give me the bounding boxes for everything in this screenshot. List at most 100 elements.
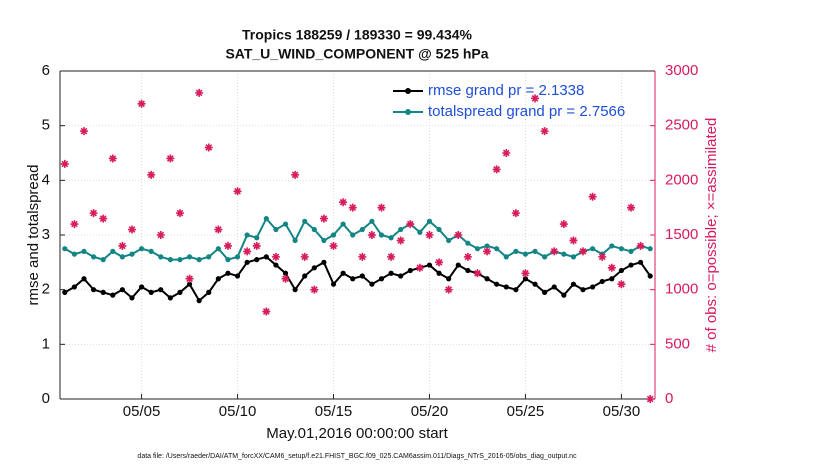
- series-marker: [436, 226, 442, 233]
- series-marker: [311, 226, 317, 233]
- obs-count-marker: [243, 247, 252, 256]
- obs-count-marker: [223, 241, 232, 250]
- series-marker: [369, 281, 375, 287]
- x-tick-label: 05/10: [219, 403, 257, 420]
- obs-count-marker: [156, 231, 165, 239]
- obs-count-marker: [406, 220, 415, 229]
- obs-count-marker: [377, 203, 386, 212]
- obs-count-marker: [60, 159, 69, 168]
- chart-title: Tropics 188259 / 189330 = 99.434%: [242, 27, 473, 43]
- series-marker: [148, 248, 154, 254]
- obs-count-marker: [617, 280, 626, 289]
- series-marker: [321, 237, 327, 244]
- obs-count-marker: [636, 241, 645, 250]
- series-marker: [359, 273, 365, 279]
- series-marker: [474, 246, 481, 252]
- series-marker: [330, 232, 337, 238]
- obs-count-marker: [310, 285, 319, 294]
- obs-count-marker: [137, 99, 146, 108]
- series-marker: [599, 278, 605, 285]
- series-marker: [465, 267, 471, 274]
- series-marker: [580, 287, 586, 293]
- series-marker: [455, 262, 461, 268]
- series-marker: [254, 257, 260, 263]
- series-marker: [350, 232, 356, 238]
- series-marker: [590, 246, 596, 252]
- obs-count-marker: [492, 165, 501, 174]
- series-marker: [398, 273, 404, 279]
- x-axis-label: May.01,2016 00:00:00 start: [266, 425, 448, 442]
- series-marker: [340, 221, 346, 227]
- obs-count-marker: [627, 203, 636, 212]
- obs-count-marker: [127, 225, 136, 234]
- obs-count-marker: [387, 252, 396, 261]
- series-marker: [234, 254, 241, 260]
- obs-count-marker: [214, 225, 223, 234]
- obs-count-marker: [531, 94, 540, 103]
- series-marker: [609, 243, 615, 249]
- obs-count-marker: [252, 241, 261, 250]
- series-marker: [446, 237, 452, 244]
- x-tick-label: 05/20: [411, 403, 449, 420]
- series-marker: [321, 259, 327, 265]
- series-marker: [225, 257, 231, 263]
- y-tick-label: 5: [42, 117, 50, 134]
- obs-count-marker: [262, 307, 271, 316]
- obs-count-marker: [271, 252, 280, 261]
- series-marker: [561, 251, 567, 257]
- obs-count-marker: [463, 252, 472, 261]
- series-marker: [628, 248, 634, 254]
- series-marker: [407, 267, 413, 274]
- series-marker: [484, 276, 490, 282]
- obs-count-marker: [569, 236, 578, 245]
- series-marker: [100, 257, 106, 263]
- x-tick-label: 05/05: [123, 403, 161, 420]
- series-marker: [350, 276, 356, 282]
- y2-tick-label: 2500: [665, 117, 698, 134]
- obs-count-marker: [204, 143, 213, 152]
- series-marker: [330, 281, 337, 287]
- series-marker: [494, 281, 500, 287]
- series-marker: [100, 289, 106, 295]
- obs-count-marker: [559, 220, 568, 229]
- series-marker: [254, 235, 260, 241]
- series-marker: [138, 284, 145, 290]
- obs-count-marker: [147, 170, 156, 179]
- series-marker: [570, 281, 577, 287]
- series-marker: [167, 257, 173, 263]
- series-marker: [465, 240, 471, 246]
- obs-count-marker: [425, 231, 434, 239]
- series-marker: [532, 248, 538, 254]
- series-marker: [446, 276, 452, 282]
- series-marker: [234, 273, 241, 279]
- obs-count-marker: [175, 209, 184, 218]
- obs-count-marker: [444, 285, 453, 294]
- series-marker: [378, 276, 385, 282]
- series-marker: [522, 276, 529, 282]
- series-marker: [177, 289, 183, 295]
- obs-count-marker: [70, 220, 79, 229]
- series-marker: [138, 246, 145, 252]
- series-marker: [282, 270, 289, 276]
- series-marker: [292, 237, 298, 244]
- obs-count-marker: [99, 214, 108, 223]
- series-marker: [570, 254, 577, 260]
- y-tick-label: 2: [42, 281, 50, 298]
- series-marker: [436, 270, 442, 276]
- y2-tick-label: 0: [665, 390, 673, 407]
- obs-count-marker: [339, 198, 348, 207]
- obs-count-marker: [646, 395, 655, 403]
- series-marker: [186, 254, 193, 260]
- obs-count-marker: [483, 247, 492, 256]
- series-marker: [263, 216, 269, 222]
- series-marker: [282, 221, 289, 227]
- series-marker: [388, 270, 394, 276]
- series-marker: [292, 287, 298, 293]
- series-marker: [417, 229, 423, 235]
- y-tick-label: 0: [42, 390, 50, 407]
- y2-tick-label: 3000: [665, 62, 698, 79]
- series-marker: [225, 270, 231, 276]
- series-marker: [158, 254, 164, 260]
